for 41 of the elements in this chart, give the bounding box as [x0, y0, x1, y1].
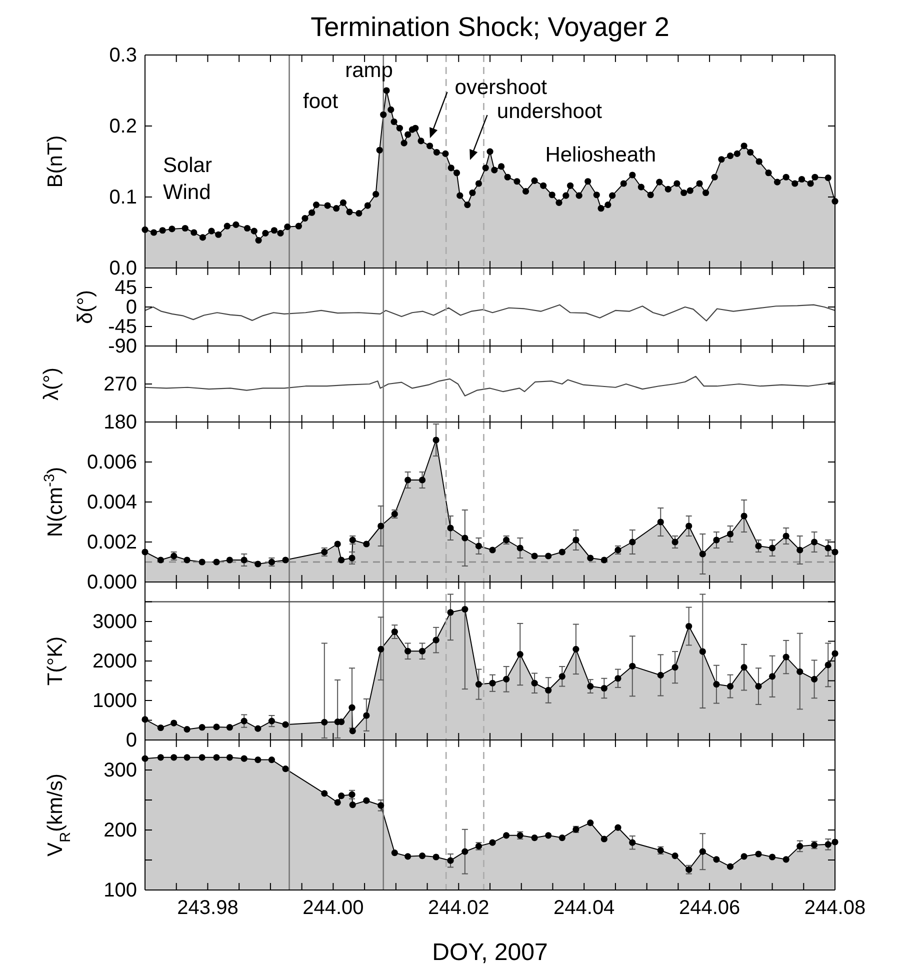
- y-axis-title: T(°K): [44, 636, 67, 686]
- x-tick-label: 244.04: [554, 897, 615, 920]
- y-tick-label: 0.000: [86, 571, 137, 594]
- y-tick-label: 0: [126, 296, 137, 318]
- x-tick-label: 244.08: [804, 897, 866, 920]
- y-axis-title: λ(°): [40, 368, 63, 400]
- x-tick-label: 244.02: [428, 897, 490, 920]
- y-tick-label: 0.004: [86, 491, 137, 514]
- chart-title: Termination Shock; Voyager 2: [310, 12, 670, 42]
- line-series: [145, 376, 835, 396]
- y-tick-label: 45: [114, 276, 137, 299]
- annotation: foot: [303, 90, 338, 114]
- y-axis-title: δ(°): [74, 290, 97, 324]
- y-tick-label: 300: [104, 759, 137, 782]
- x-tick-label: 244.00: [302, 897, 364, 920]
- annotation: Heliosheath: [545, 144, 656, 166]
- y-tick-label: 0.006: [86, 451, 137, 474]
- y-tick-label: 2000: [92, 650, 137, 672]
- annotation: ramp: [345, 58, 393, 82]
- y-tick-label: 0.2: [109, 115, 137, 138]
- y-tick-label: -90: [108, 335, 137, 358]
- annotation: Solar Wind: [162, 154, 212, 204]
- y-tick-label: 1000: [92, 690, 137, 712]
- x-tick-label: 244.06: [678, 897, 740, 920]
- y-tick-label: 270: [104, 373, 137, 396]
- y-tick-label: 180: [104, 411, 137, 434]
- x-tick-label: 243.98: [177, 897, 238, 920]
- y-tick-label: 0.0: [109, 257, 137, 280]
- y-tick-label: 0: [126, 729, 137, 752]
- annotation: overshoot: [454, 76, 548, 99]
- y-tick-label: 200: [104, 819, 137, 842]
- y-axis-title: B(nT): [44, 135, 67, 188]
- y-tick-label: -45: [108, 316, 137, 338]
- y-tick-label: 3000: [92, 610, 137, 633]
- y-tick-label: 0.3: [109, 44, 137, 66]
- line-series: [145, 304, 835, 322]
- y-tick-label: 0.002: [86, 531, 137, 554]
- annotation: undershoot: [496, 100, 602, 124]
- y-tick-label: 100: [104, 879, 137, 902]
- y-tick-label: 0.1: [109, 186, 137, 208]
- x-axis-title: DOY, 2007: [432, 939, 548, 966]
